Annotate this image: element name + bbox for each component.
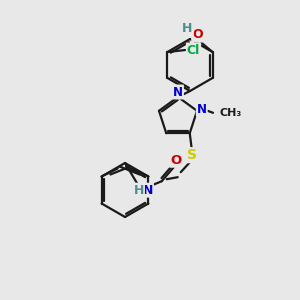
Text: N: N <box>142 184 153 197</box>
Text: S: S <box>187 148 197 162</box>
Text: N: N <box>173 85 183 98</box>
Text: O: O <box>192 28 203 41</box>
Text: O: O <box>170 154 182 167</box>
Text: CH₃: CH₃ <box>219 108 241 118</box>
Text: Cl: Cl <box>187 44 200 56</box>
Text: H: H <box>134 184 144 197</box>
Text: H: H <box>182 22 193 35</box>
Text: N: N <box>197 103 207 116</box>
